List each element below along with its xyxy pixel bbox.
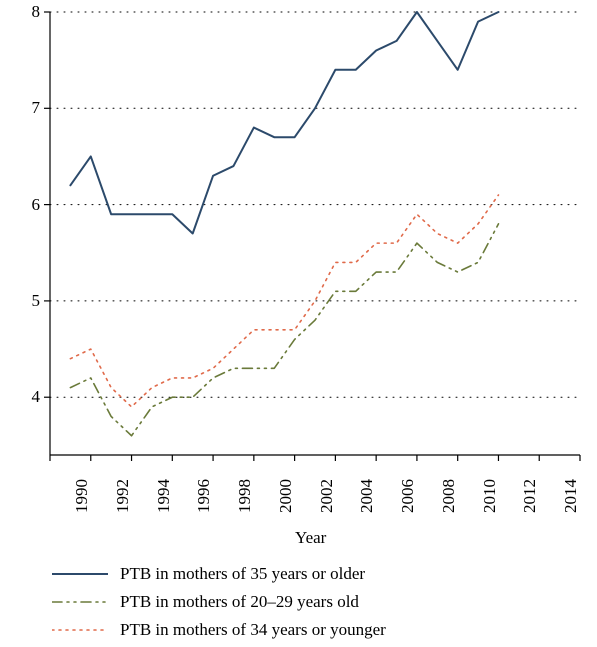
ptb-line-chart: 45678 1990199219941996199820002002200420… [0, 0, 597, 647]
legend-swatch [52, 620, 108, 640]
x-tick-label: 2010 [480, 479, 500, 513]
legend-item-ptb_20_29: PTB in mothers of 20–29 years old [52, 588, 386, 616]
x-axis-title: Year [295, 528, 326, 548]
legend-label: PTB in mothers of 35 years or older [120, 564, 365, 584]
x-tick-label: 1994 [154, 479, 174, 513]
x-tick-label: 2000 [276, 479, 296, 513]
x-tick-label: 2014 [561, 479, 581, 513]
series-ptb_35_plus [70, 12, 498, 234]
legend: PTB in mothers of 35 years or older PTB i… [52, 560, 386, 644]
x-tick-label: 2012 [520, 479, 540, 513]
legend-swatch [52, 592, 108, 612]
x-tick-label: 1990 [72, 479, 92, 513]
x-tick-label: 1992 [113, 479, 133, 513]
legend-item-ptb_35_plus: PTB in mothers of 35 years or older [52, 560, 386, 588]
x-tick-label: 1996 [194, 479, 214, 513]
x-tick-label: 1998 [235, 479, 255, 513]
x-tick-label: 2004 [357, 479, 377, 513]
x-tick-label: 2002 [317, 479, 337, 513]
x-tick-label: 2006 [398, 479, 418, 513]
legend-label: PTB in mothers of 34 years or younger [120, 620, 386, 640]
legend-label: PTB in mothers of 20–29 years old [120, 592, 359, 612]
x-tick-label: 2008 [439, 479, 459, 513]
legend-swatch [52, 564, 108, 584]
legend-item-ptb_34_minus: PTB in mothers of 34 years or younger [52, 616, 386, 644]
plot-area [0, 0, 597, 475]
